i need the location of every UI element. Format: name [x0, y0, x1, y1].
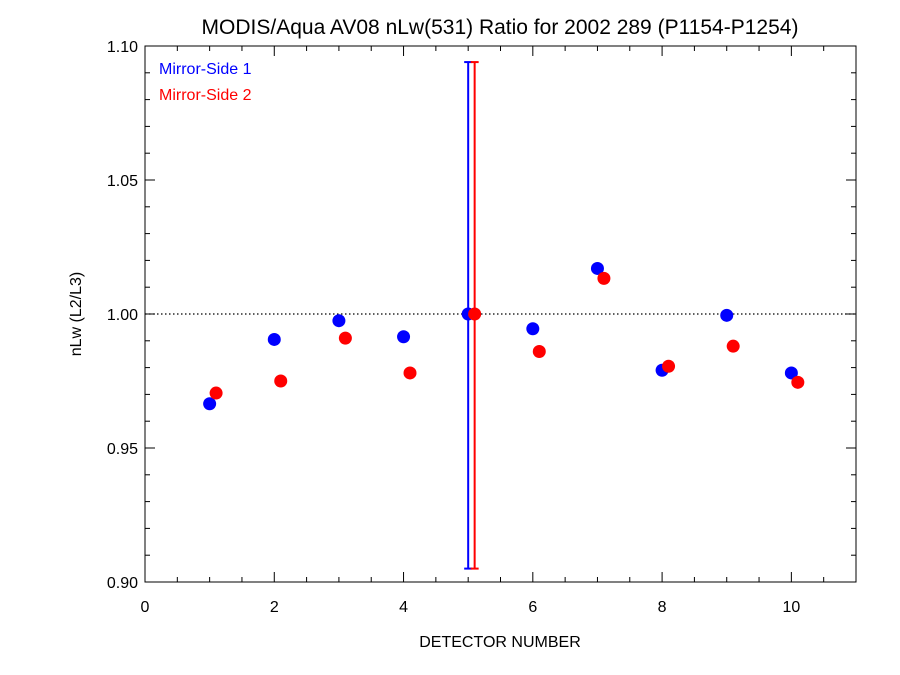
y-tick-label: 0.90: [107, 575, 138, 592]
axis-ticks: 0 2 4 6 8 10 0.90 0.95 1.00 1.05 1.10: [107, 39, 857, 616]
data-point-series-2: [791, 375, 805, 389]
data-points: [203, 261, 805, 411]
x-axis-label: DETECTOR NUMBER: [419, 634, 581, 651]
data-point-series-2: [726, 339, 740, 353]
x-tick-label: 2: [270, 599, 279, 616]
data-point-series-1: [590, 261, 604, 275]
y-axis-label: nLw (L2/L3): [68, 272, 85, 357]
legend-entry-mirror-side-1: Mirror-Side 1: [159, 61, 252, 78]
data-point-series-1: [526, 322, 540, 336]
x-tick-label: 0: [141, 599, 150, 616]
x-tick-label: 4: [399, 599, 408, 616]
data-point-series-1: [267, 332, 281, 346]
data-point-series-2: [468, 307, 482, 321]
x-tick-label: 10: [782, 599, 800, 616]
data-point-series-2: [209, 386, 223, 400]
legend-entry-mirror-side-2: Mirror-Side 2: [159, 87, 252, 104]
data-point-series-2: [597, 271, 611, 285]
legend: Mirror-Side 1 Mirror-Side 2: [159, 61, 252, 104]
y-tick-label: 0.95: [107, 441, 138, 458]
y-tick-label: 1.05: [107, 173, 138, 190]
data-point-series-2: [403, 366, 417, 380]
chart-title: MODIS/Aqua AV08 nLw(531) Ratio for 2002 …: [202, 16, 799, 39]
data-point-series-2: [338, 331, 352, 345]
data-point-series-1: [784, 366, 798, 380]
data-point-series-1: [203, 397, 217, 411]
x-tick-label: 8: [658, 599, 667, 616]
x-tick-label: 6: [528, 599, 537, 616]
y-tick-label: 1.10: [107, 39, 138, 56]
data-point-series-2: [662, 359, 676, 373]
data-point-series-1: [332, 314, 346, 328]
y-tick-label: 1.00: [107, 307, 138, 324]
data-point-series-2: [274, 374, 288, 388]
data-point-series-1: [720, 308, 734, 322]
data-point-series-2: [532, 345, 546, 359]
data-point-series-1: [397, 330, 411, 344]
